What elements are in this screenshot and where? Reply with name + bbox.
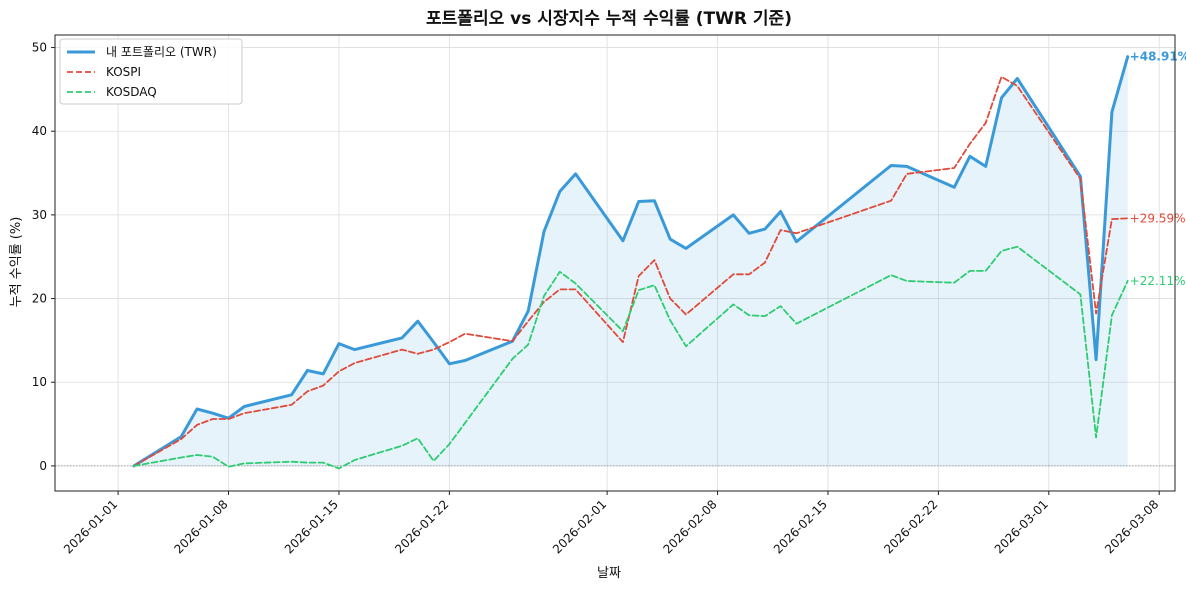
y-tick-label: 0 [39, 459, 47, 473]
x-tick-label: 2026-02-22 [881, 497, 940, 556]
x-tick-label: 2026-01-22 [392, 497, 451, 556]
series-line-2 [133, 245, 1129, 470]
plot-frame [54, 34, 1176, 492]
x-tick-label: 2026-02-15 [771, 497, 830, 556]
portfolio-area-fill [133, 56, 1128, 466]
x-tick-label: 2026-02-01 [550, 497, 609, 556]
x-tick-label: 2026-03-01 [992, 497, 1051, 556]
area-fill-0 [133, 56, 1128, 466]
y-tick-label: 50 [32, 41, 47, 55]
y-axis-label: 누적 수익률 (%) [9, 217, 24, 308]
x-axis-label: 날짜 [597, 566, 621, 581]
legend-label-0: 내 포트폴리오 (TWR) [106, 45, 217, 59]
x-tick-label: 2026-03-08 [1102, 497, 1161, 556]
end-labels: +48.91% +29.59% +22.11% [1130, 50, 1186, 288]
series-line-1 [133, 75, 1129, 467]
x-tick-label: 2026-01-01 [61, 497, 120, 556]
legend-box [59, 38, 243, 105]
legend-label-1: KOSPI [106, 65, 141, 79]
x-tick-label: 2026-01-08 [171, 497, 230, 556]
x-tick-label: 2026-02-08 [660, 497, 719, 556]
series-end-label-2: +22.11% [1130, 274, 1186, 288]
series-end-label-1: +29.59% [1130, 211, 1186, 225]
series-line-0 [132, 55, 1130, 468]
legend: 내 포트폴리오 (TWR) KOSPI KOSDAQ [59, 38, 243, 105]
y-axis-ticks: 0 10 20 30 40 50 [32, 41, 55, 473]
y-tick-label: 10 [32, 375, 47, 389]
x-tick-label: 2026-01-15 [282, 497, 341, 556]
x-axis-ticks: 2026-01-01 2026-01-08 2026-01-15 2026-01-22… [61, 491, 1161, 556]
legend-label-2: KOSDAQ [106, 85, 157, 99]
y-tick-label: 40 [32, 124, 47, 138]
series-lines [132, 55, 1130, 470]
series-end-label-0: +48.91% [1130, 50, 1186, 64]
y-tick-label: 20 [32, 292, 47, 306]
y-tick-label: 30 [32, 208, 47, 222]
chart-title: 포트폴리오 vs 시장지수 누적 수익률 (TWR 기준) [426, 9, 792, 29]
